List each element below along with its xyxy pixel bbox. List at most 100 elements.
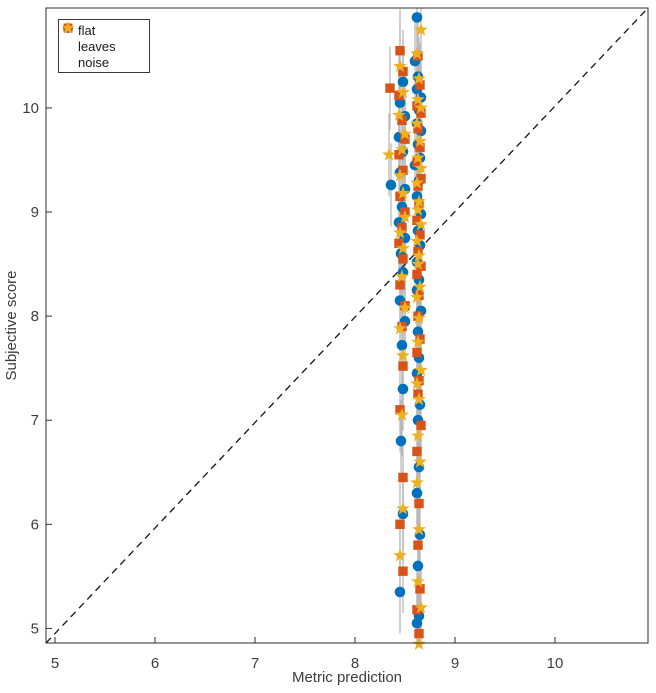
scatter-point-flat <box>394 586 406 598</box>
scatter-point-leaves <box>394 90 404 101</box>
scatter-point-noise <box>413 134 427 148</box>
scatter-point-noise <box>396 241 410 255</box>
legend-label-leaves: leaves <box>78 39 116 54</box>
scatter-point-flat <box>411 617 423 629</box>
scatter-point-leaves <box>415 334 425 344</box>
x-tick-label: 7 <box>251 655 259 672</box>
scatter-point-leaves <box>398 566 408 576</box>
scatter-point-noise <box>413 454 427 468</box>
axes-spines <box>45 7 649 644</box>
x-tick-label: 9 <box>451 655 459 672</box>
x-tick-label: 10 <box>547 655 564 672</box>
scatter-point-leaves <box>415 584 425 594</box>
scatter-point-noise <box>412 71 426 85</box>
star-marker-icon <box>61 21 75 34</box>
scatter-point-leaves <box>398 472 408 483</box>
legend: flat leaves noise <box>58 19 150 73</box>
scatter-point-noise <box>410 175 424 189</box>
scatter-point-noise <box>412 392 426 406</box>
y-tick-label: 10 <box>22 100 39 117</box>
x-tick-label: 8 <box>351 655 359 672</box>
scatter-point-noise <box>412 194 426 208</box>
scatter-point-leaves <box>412 347 422 358</box>
scatter-point-leaves <box>395 405 405 415</box>
scatter-point-noise <box>396 348 410 362</box>
scatter-point-leaves <box>398 66 408 77</box>
legend-entry-leaves: leaves <box>63 23 149 55</box>
scatter-point-flat <box>385 179 397 191</box>
scatter-point-leaves <box>395 45 405 56</box>
scatter-point-noise <box>396 85 410 99</box>
legend-label-noise: noise <box>78 55 110 70</box>
scatter-point-leaves <box>394 238 404 248</box>
series-noise <box>382 22 428 650</box>
scatter-point-flat <box>396 339 408 351</box>
scatter-point-noise <box>410 290 424 304</box>
scatter-point-noise <box>393 548 407 562</box>
scatter-point-noise <box>413 279 427 293</box>
scatter-point-noise <box>411 256 425 270</box>
scatter-point-leaves <box>394 150 404 160</box>
scatter-point-leaves <box>414 375 424 386</box>
scatter-point-noise <box>412 248 426 262</box>
scatter-point-noise <box>398 126 412 140</box>
scatter-point-noise <box>392 108 406 122</box>
scatter-point-flat <box>411 487 423 499</box>
legend-entry-flat: flat <box>62 22 149 39</box>
scatter-point-leaves <box>398 361 408 371</box>
scatter-point-noise <box>414 161 428 175</box>
scatter-point-noise <box>393 168 407 182</box>
scatter-point-leaves <box>412 157 422 167</box>
x-tick-label: 5 <box>51 655 59 672</box>
scatter-point-noise <box>412 311 426 325</box>
y-tick-label: 9 <box>31 204 39 221</box>
scatter-point-leaves <box>415 80 425 90</box>
markers-layer <box>382 12 428 650</box>
scatter-point-leaves <box>415 142 425 153</box>
scatter-point-leaves <box>412 269 422 280</box>
scatter-point-leaves <box>400 134 410 144</box>
y-tick-label: 6 <box>31 516 39 533</box>
scatter-point-noise <box>414 363 428 377</box>
axes-layer: 5 6 7 8 9 10 5 6 7 8 9 10 Metric prediction Subjectiv… <box>3 7 649 686</box>
scatter-point-noise <box>398 300 412 314</box>
y-tick-label: 7 <box>31 412 39 429</box>
x-axis-label: Metric prediction <box>292 669 402 686</box>
scatter-point-leaves <box>397 222 407 233</box>
y-tick-label: 5 <box>31 620 39 637</box>
scatter-point-noise <box>414 600 428 614</box>
scatter-point-leaves <box>416 420 426 431</box>
legend-entry-noise: noise <box>61 21 149 71</box>
scatter-point-noise <box>396 186 410 200</box>
scatter-point-flat <box>411 12 423 23</box>
scatter-point-noise <box>410 233 424 248</box>
scatter-point-noise <box>414 217 428 231</box>
scatter-point-flat <box>397 383 409 395</box>
identity-line <box>46 8 648 643</box>
identity-line-layer <box>46 8 648 643</box>
scatter-point-leaves <box>413 124 423 134</box>
scatter-point-noise <box>395 142 409 156</box>
scatter-point-noise <box>393 321 407 335</box>
scatter-point-noise <box>411 202 425 216</box>
y-tick-label: 8 <box>31 308 39 325</box>
scatter-point-leaves <box>414 628 424 639</box>
scatter-point-noise <box>412 522 426 536</box>
scatter-point-noise <box>410 46 424 60</box>
scatter-point-noise <box>411 428 425 442</box>
scatter-point-leaves <box>416 174 426 184</box>
scatter-point-noise <box>395 407 409 421</box>
scatter-point-noise <box>411 574 425 588</box>
scatter-point-leaves <box>398 165 408 176</box>
scatter-point-leaves <box>412 604 422 615</box>
scatter-point-leaves <box>413 540 423 550</box>
star-glyph <box>61 21 75 34</box>
scatter-point-noise <box>395 269 409 283</box>
scatter-point-noise <box>410 116 424 130</box>
scatter-point-flat <box>412 560 424 572</box>
scatter-point-noise <box>393 59 407 73</box>
scatter-point-leaves <box>397 115 407 126</box>
scatter-point-noise <box>410 475 424 489</box>
